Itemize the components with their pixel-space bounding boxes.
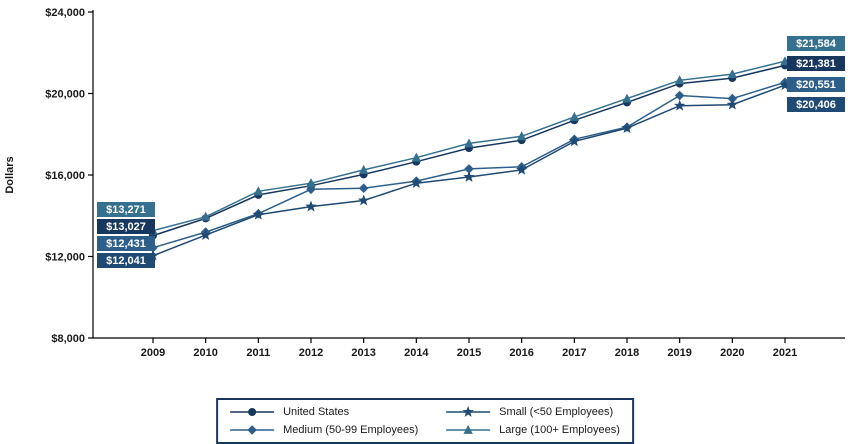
legend-label: Large (100+ Employees) <box>499 423 620 436</box>
svg-text:$20,406: $20,406 <box>796 99 836 111</box>
legend-item-small: Small (<50 Employees) <box>444 403 620 420</box>
legend-item-united-states: United States <box>228 403 428 420</box>
series-0 <box>149 61 789 240</box>
axes: $24,000 $20,000 $16,000 $12,000 $8,000 2009 20… <box>4 7 845 359</box>
svg-text:$13,027: $13,027 <box>106 221 146 233</box>
legend-item-large: Large (100+ Employees) <box>444 421 620 438</box>
series-1 <box>148 77 790 253</box>
svg-text:$13,271: $13,271 <box>106 204 146 216</box>
svg-text:$8,000: $8,000 <box>51 333 85 345</box>
svg-text:$21,381: $21,381 <box>796 58 836 70</box>
line-star-marker-icon <box>446 405 491 417</box>
legend-label: Medium (50-99 Employees) <box>283 423 419 436</box>
svg-text:2014: 2014 <box>404 347 429 359</box>
legend-label: Small (<50 Employees) <box>499 405 614 418</box>
svg-text:2017: 2017 <box>562 347 586 359</box>
svg-text:2020: 2020 <box>720 347 744 359</box>
svg-text:2018: 2018 <box>615 347 639 359</box>
legend-label: United States <box>283 405 350 418</box>
svg-text:2016: 2016 <box>509 347 533 359</box>
premium-trend-line-chart: $24,000 $20,000 $16,000 $12,000 $8,000 2009 20… <box>4 7 845 359</box>
svg-text:2011: 2011 <box>246 347 270 359</box>
series-3 <box>148 56 790 235</box>
svg-text:$12,041: $12,041 <box>106 255 146 267</box>
line-triangle-marker-icon <box>446 424 491 434</box>
svg-text:2010: 2010 <box>193 347 217 359</box>
svg-text:2019: 2019 <box>667 347 691 359</box>
point-labels: $13,271 $13,027 $12,431 $12,041 $21,584 $21,3… <box>97 36 845 268</box>
line-circle-marker-icon <box>230 407 275 416</box>
svg-text:2021: 2021 <box>773 347 797 359</box>
svg-text:2015: 2015 <box>457 347 481 359</box>
svg-text:2009: 2009 <box>141 347 165 359</box>
svg-text:$12,000: $12,000 <box>45 252 85 264</box>
svg-text:$20,551: $20,551 <box>796 79 836 91</box>
svg-text:$21,584: $21,584 <box>796 38 837 50</box>
svg-text:Dollars: Dollars <box>4 156 16 193</box>
legend: United States Small (<50 Employees) Medi… <box>216 398 634 444</box>
line-diamond-marker-icon <box>230 424 275 435</box>
svg-text:2012: 2012 <box>299 347 323 359</box>
svg-text:2013: 2013 <box>351 347 375 359</box>
svg-text:$20,000: $20,000 <box>45 89 85 101</box>
svg-text:$24,000: $24,000 <box>45 7 85 19</box>
svg-text:$12,431: $12,431 <box>106 238 146 250</box>
legend-item-medium: Medium (50-99 Employees) <box>228 421 428 438</box>
svg-text:$16,000: $16,000 <box>45 170 85 182</box>
